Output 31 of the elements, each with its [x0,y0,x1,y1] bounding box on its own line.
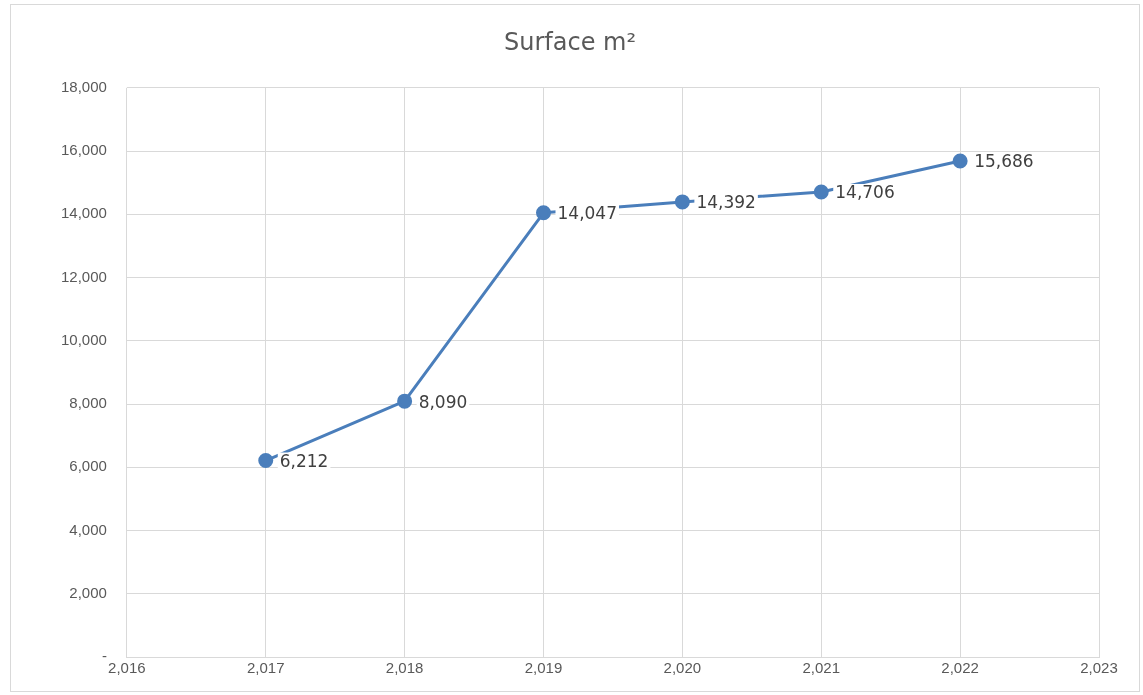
x-tick-label: 2,017 [246,659,285,677]
data-label: 14,392 [696,192,756,213]
point [536,205,551,221]
x-tick-label: 2,020 [663,659,702,677]
y-tick-label: 14,000 [60,204,107,222]
y-tick-label: 6,000 [69,457,107,475]
data-label: 15,686 [974,151,1034,172]
point [258,453,274,469]
chart-title: Surface m² [503,27,637,56]
point [397,393,413,409]
x-tick-label: 2,018 [385,659,424,677]
point [674,194,690,210]
y-tick-label: - [101,647,107,665]
y-tick-label: 8,000 [69,394,107,412]
y-tick-label: 10,000 [60,330,107,348]
x-tick-label: 2,016 [108,659,146,677]
data-label: 14,047 [557,203,617,224]
y-tick-label: 12,000 [60,267,107,285]
y-tick-label: 18,000 [60,77,107,95]
data-label: 14,706 [835,182,895,203]
x-tick-label: 2,023 [1080,659,1118,677]
x-tick-label: 2,021 [802,659,841,677]
data-label: 6,212 [279,450,329,471]
y-tick-label: 2,000 [69,583,107,601]
data-label: 8,090 [418,391,468,412]
point [952,153,968,169]
x-tick-label: 2,022 [941,659,979,677]
point [813,184,829,200]
y-tick-label: 4,000 [69,520,107,538]
y-tick-label: 16,000 [60,141,107,159]
x-tick-label: 2,019 [524,659,563,677]
